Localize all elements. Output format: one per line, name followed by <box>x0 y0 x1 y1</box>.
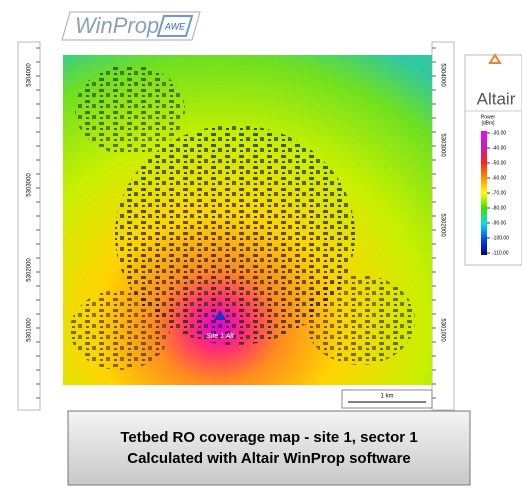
axis-label: 5301000 <box>27 318 33 342</box>
buildings <box>75 65 185 155</box>
axis-label: 5302000 <box>439 213 445 237</box>
caption-line: Tetbed RO coverage map - site 1, sector … <box>120 429 417 446</box>
legend-tick-label: -30.00 <box>492 130 506 136</box>
legend-tick-label: -100.00 <box>492 235 509 241</box>
logo-badge: AWE <box>164 21 186 31</box>
caption-box <box>67 410 471 486</box>
axis-label: 5303000 <box>27 173 33 197</box>
legend-tick-label: -40.00 <box>492 145 506 151</box>
legend-tick-label: -110.00 <box>492 250 509 256</box>
site-marker <box>214 310 226 320</box>
axis-label: 5304000 <box>27 63 33 87</box>
legend-tick-label: -80.00 <box>492 205 506 211</box>
caption-line: Calculated with Altair WinProp software <box>127 450 411 467</box>
axis-label: 5304000 <box>439 63 445 87</box>
axis-label: 5302000 <box>27 258 33 282</box>
scale-bar-label: 1 km <box>380 394 393 400</box>
buildings <box>70 290 170 370</box>
color-bar <box>481 131 487 255</box>
logo-text: WinProp <box>75 13 159 38</box>
legend-tick-label: -90.00 <box>492 220 506 226</box>
legend-tick-label: -70.00 <box>492 190 506 196</box>
scale-bar-box <box>341 389 433 409</box>
legend-title: Power <box>481 114 496 120</box>
buildings <box>115 125 355 345</box>
buildings <box>305 275 415 365</box>
left-axis-panel <box>17 41 41 411</box>
legend-brand: Altair <box>477 89 516 108</box>
winprop-logo: WinProp AWE <box>61 11 201 41</box>
axis-label: 5303000 <box>439 133 445 157</box>
legend-tick-label: -60.00 <box>492 175 506 181</box>
legend: Altair Power [dBm] -30.00 -40.00 -50.00 -60… <box>464 53 522 266</box>
axis-label: 5301000 <box>439 318 445 342</box>
legend-unit: [dBm] <box>481 120 495 126</box>
legend-tick-label: -50.00 <box>492 160 506 166</box>
site-label: Site 1 Alt <box>206 333 235 340</box>
